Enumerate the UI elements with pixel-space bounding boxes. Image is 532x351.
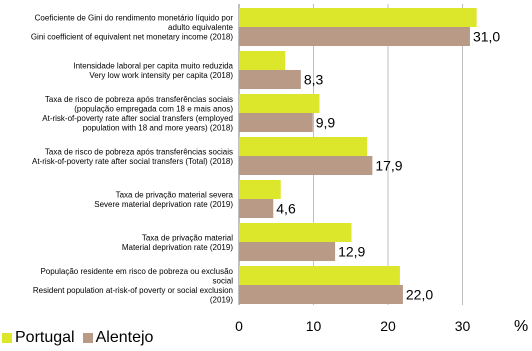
category-label-4: Taxa de privação material severa Severe m… <box>94 190 233 209</box>
category-label-0: Coeficiente de Gini do rendimento monetá… <box>31 14 234 42</box>
bar-portugal-6 <box>239 266 400 285</box>
x-tick-label-2: 20 <box>380 318 396 334</box>
category-label-2: Taxa de risco de pobreza após transferên… <box>42 95 233 133</box>
bar-portugal-3 <box>239 137 368 156</box>
bar-alentejo-5 <box>239 242 336 261</box>
bar-alentejo-1 <box>239 70 301 89</box>
legend-swatch-portugal <box>2 333 12 343</box>
bar-portugal-1 <box>239 51 286 70</box>
legend-item-alentejo: Alentejo <box>82 329 154 347</box>
data-label-4: 4,6 <box>276 201 296 217</box>
category-label-5: Taxa de privação material Material depriv… <box>122 233 234 252</box>
category-label-line: População residente em risco de pobreza … <box>40 267 233 276</box>
data-label-6: 22,0 <box>406 287 433 303</box>
category-label-line: At-risk-of-poverty rate after social tra… <box>42 114 233 123</box>
category-label-line: (população empregada com 18 e mais anos) <box>74 104 233 113</box>
category-label-line: Taxa de risco de pobreza após transferên… <box>45 95 233 104</box>
x-tick-label-1: 10 <box>306 318 322 334</box>
x-tick-label-3: 30 <box>455 318 471 334</box>
data-label-5: 12,9 <box>338 244 365 260</box>
legend-swatch-alentejo <box>82 333 93 343</box>
category-label-3: Taxa de risco de pobreza após transferên… <box>32 147 233 166</box>
category-label-line: At-risk-of-poverty rate after social tra… <box>32 157 233 166</box>
bar-portugal-0 <box>239 8 477 27</box>
category-label-line: Very low work intensity per capita (2018… <box>89 71 233 80</box>
category-label-line: (2019) <box>210 295 233 304</box>
category-label-line: Resident population at-risk-of poverty o… <box>33 286 233 295</box>
category-label-line: adulto equivalente <box>168 23 233 32</box>
bar-portugal-4 <box>239 180 281 199</box>
bar-alentejo-3 <box>239 156 373 175</box>
category-label-line: population with 18 and more years) (2018… <box>83 123 234 132</box>
category-label-line: social <box>213 276 234 285</box>
category-label-line: Gini coefficient of equivalent net monet… <box>31 33 234 42</box>
legend-label-alentejo: Alentejo <box>95 329 154 346</box>
bar-alentejo-4 <box>239 199 274 218</box>
category-label-6: População residente em risco de pobreza … <box>33 267 234 305</box>
category-label-line: Taxa de privação material severa <box>116 190 234 199</box>
data-label-0: 31,0 <box>473 29 500 45</box>
category-label-1: Intensidade laboral per capita muito red… <box>73 61 233 80</box>
data-label-3: 17,9 <box>375 158 402 174</box>
category-label-line: Intensidade laboral per capita muito red… <box>73 61 233 70</box>
legend: Portugal Alentejo <box>2 329 161 347</box>
bar-alentejo-0 <box>239 27 470 46</box>
data-label-1: 8,3 <box>304 72 324 88</box>
bar-alentejo-2 <box>239 113 313 132</box>
data-label-2: 9,9 <box>316 115 336 131</box>
category-label-line: Taxa de risco de pobreza após transferên… <box>45 147 233 156</box>
bar-portugal-5 <box>239 223 352 242</box>
category-label-line: Material deprivation rate (2019) <box>122 243 234 252</box>
category-label-line: Taxa de privação material <box>142 233 233 242</box>
x-tick-label-0: 0 <box>235 318 243 334</box>
category-label-line: Coeficiente de Gini do rendimento monetá… <box>35 14 234 23</box>
category-label-line: Severe material deprivation rate (2019) <box>94 200 233 209</box>
x-axis-unit: % <box>514 318 528 335</box>
legend-label-portugal: Portugal <box>15 329 75 346</box>
legend-item-portugal: Portugal <box>2 329 75 347</box>
bar-portugal-2 <box>239 94 320 113</box>
bar-alentejo-6 <box>239 285 403 304</box>
